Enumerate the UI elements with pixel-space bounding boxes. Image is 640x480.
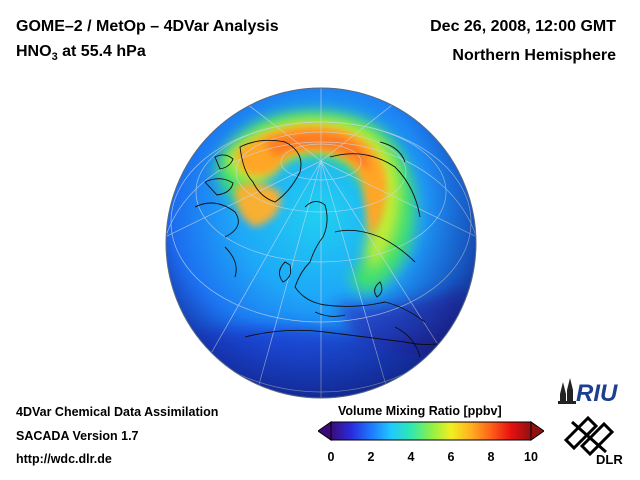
globe-svg bbox=[165, 87, 477, 399]
colorbar-tick-label: 2 bbox=[367, 450, 375, 464]
map-title: GOME–2 / MetOp – 4DVar Analysis bbox=[16, 18, 279, 35]
colorbar bbox=[317, 421, 545, 441]
footer-url: http://wdc.dlr.de bbox=[16, 452, 112, 466]
riu-logo-text: RIU bbox=[576, 380, 618, 406]
colorbar-tick-label: 0 bbox=[327, 450, 335, 464]
colorbar-low-arrow bbox=[317, 421, 332, 441]
globe-outline bbox=[165, 87, 477, 399]
dlr-logo: DLR bbox=[562, 412, 626, 473]
species-name: HNO bbox=[16, 43, 52, 60]
colorbar-high-arrow bbox=[530, 421, 545, 441]
colorbar-svg bbox=[317, 421, 545, 441]
species-subscript: 3 bbox=[51, 51, 58, 64]
colorbar-tick-label: 8 bbox=[487, 450, 495, 464]
colorbar-tick-label: 10 bbox=[524, 450, 538, 464]
date-label: Dec 26, 2008, 12:00 GMT bbox=[430, 18, 616, 35]
pressure-level: at 55.4 hPa bbox=[57, 43, 146, 60]
globe-shading bbox=[166, 88, 476, 398]
colorbar-title: Volume Mixing Ratio [ppbv] bbox=[338, 404, 502, 418]
colorbar-tick-label: 4 bbox=[407, 450, 415, 464]
footer-line-2: SACADA Version 1.7 bbox=[16, 429, 139, 443]
dlr-logo-text: DLR bbox=[596, 452, 623, 467]
globe-map bbox=[165, 87, 477, 399]
map-subtitle: HNO3 at 55.4 hPa bbox=[16, 43, 146, 63]
riu-logo: RIU bbox=[558, 372, 628, 411]
footer-line-1: 4DVar Chemical Data Assimilation bbox=[16, 405, 219, 419]
colorbar-bar bbox=[330, 421, 532, 441]
region-label: Northern Hemisphere bbox=[452, 47, 616, 64]
colorbar-tick-label: 6 bbox=[447, 450, 455, 464]
